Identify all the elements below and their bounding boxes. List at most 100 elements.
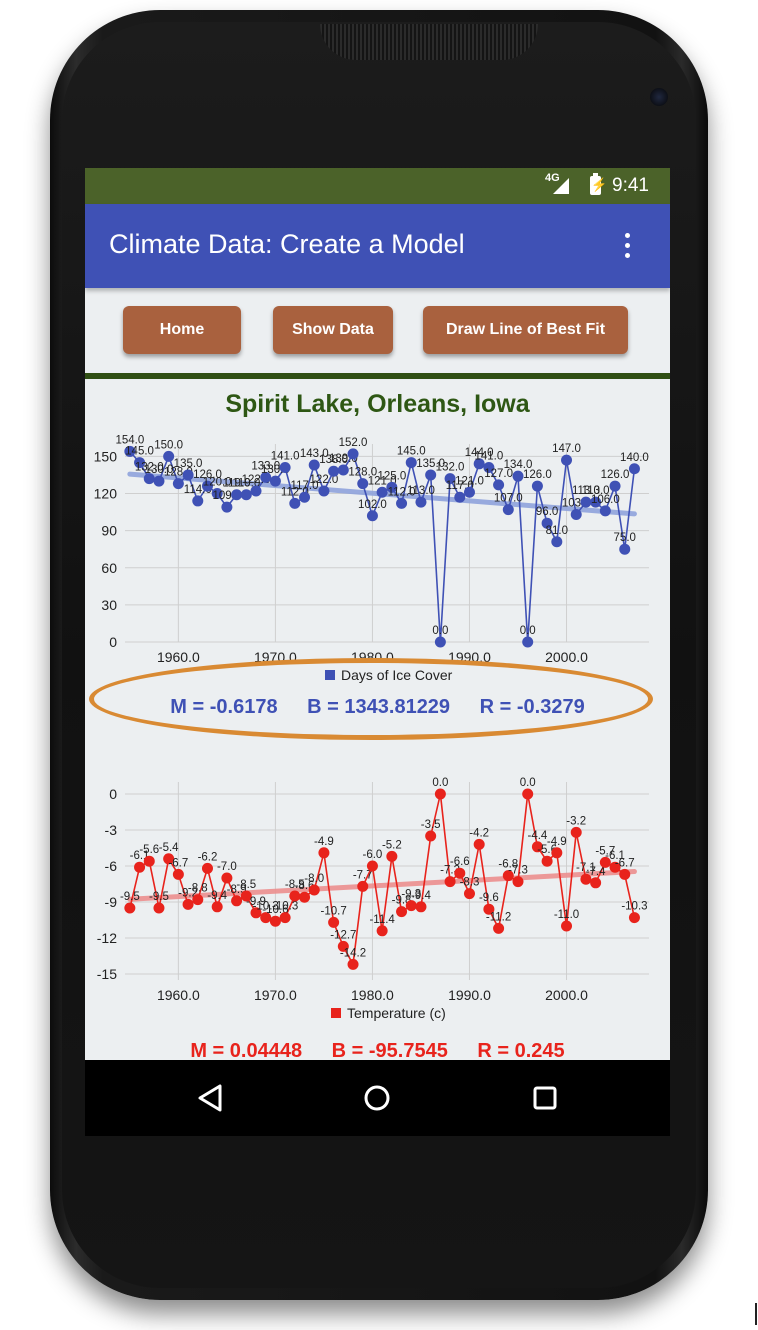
ice-data-point <box>269 475 281 487</box>
temp-x-tick-label: 1990.0 <box>448 987 491 1003</box>
ice-data-point <box>444 473 456 485</box>
temp-data-label: -10.3 <box>621 901 647 913</box>
ice-data-label: 145.0 <box>397 446 426 458</box>
ice-data-point <box>347 448 359 460</box>
temp-x-tick-label: 1960.0 <box>157 987 200 1003</box>
ice-data-label: 75.0 <box>614 532 636 544</box>
ice-data-point <box>580 496 592 508</box>
ice-y-tick-label: 60 <box>101 560 117 576</box>
navigation-bar <box>85 1060 670 1136</box>
ice-data-label: 133.0 <box>251 460 280 472</box>
home-circle-icon[interactable] <box>357 1078 397 1118</box>
ice-data-point <box>231 489 243 501</box>
temp-data-point <box>405 900 417 912</box>
ice-data-label: 135.0 <box>416 458 445 470</box>
temp-data-point <box>570 826 582 838</box>
ice-data-label: 125.0 <box>377 470 406 482</box>
temp-data-label: -5.2 <box>382 839 402 851</box>
temp-data-point <box>386 850 398 862</box>
ice-data-label: 134.0 <box>504 459 533 471</box>
temp-data-label: 0.0 <box>432 777 448 789</box>
recents-icon[interactable] <box>525 1078 565 1118</box>
ice-data-label: 117.0 <box>291 480 319 492</box>
temp-data-label: -7.1 <box>576 862 596 874</box>
ice-data-point <box>376 486 388 498</box>
temp-data-label: -10.3 <box>253 901 279 913</box>
temp-data-label: -4.2 <box>469 827 489 839</box>
ice-data-point <box>619 543 631 555</box>
ice-data-label: 140.0 <box>620 452 649 464</box>
temp-data-label: -8.5 <box>236 879 256 891</box>
temp-data-label: -6.2 <box>198 851 218 863</box>
temp-legend-swatch <box>331 1008 341 1018</box>
temp-data-label: -7.0 <box>217 861 237 873</box>
ice-y-tick-label: 150 <box>94 448 118 464</box>
temp-data-label: -5.7 <box>595 845 615 857</box>
ice-data-label: 126.0 <box>601 469 630 481</box>
ice-data-label: 145.0 <box>125 446 154 458</box>
ice-data-label: 141.0 <box>271 451 300 463</box>
status-time: 9:41 <box>612 175 649 196</box>
ice-data-label: 130.0 <box>145 464 174 476</box>
temp-data-point <box>561 920 573 932</box>
ice-data-point <box>143 473 155 485</box>
ice-data-point <box>609 480 621 492</box>
ice-data-label: 144.0 <box>465 447 494 459</box>
temp-data-label: -12.7 <box>330 929 356 941</box>
temp-data-label: -9.4 <box>411 890 431 902</box>
temp-data-point <box>143 855 155 867</box>
temp-data-label: -3.5 <box>421 819 441 831</box>
temp-data-point <box>337 940 349 952</box>
ice-data-point <box>570 509 582 521</box>
ice-data-point <box>454 491 466 503</box>
temp-data-label: -8.0 <box>304 873 324 885</box>
ice-y-tick-label: 120 <box>94 486 118 502</box>
ice-data-label: 132.0 <box>135 462 164 474</box>
temp-data-point <box>366 860 378 872</box>
temp-data-label: -6.8 <box>498 859 518 871</box>
temp-data-point <box>192 894 204 906</box>
ice-data-point <box>260 471 272 483</box>
temp-y-tick-label: -15 <box>97 966 117 982</box>
temp-data-label: -6.1 <box>605 850 625 862</box>
ice-data-point <box>483 462 495 474</box>
ice-data-point <box>134 457 146 469</box>
back-icon[interactable] <box>190 1078 230 1118</box>
temp-data-point <box>289 890 301 902</box>
temp-data-label: -4.9 <box>547 836 567 848</box>
temperature-chart: -15 -12 -9 -6 -3 0 1960.0 1970.0 1980.0 1990.0 200… <box>97 777 649 1021</box>
temp-data-point <box>473 838 485 850</box>
temp-data-label: -6.0 <box>363 849 383 861</box>
ice-data-point <box>561 454 573 466</box>
temp-data-point <box>260 912 272 924</box>
temp-data-point <box>454 867 466 879</box>
temp-data-label: -8.5 <box>285 879 305 891</box>
ice-y-tick-label: 0 <box>109 634 117 650</box>
app-bar: Climate Data: Create a Model <box>85 204 670 288</box>
temp-data-point <box>163 853 175 865</box>
draw-best-fit-button[interactable]: Draw Line of Best Fit <box>423 306 628 354</box>
ice-data-point <box>250 485 262 497</box>
ice-data-point <box>172 478 184 490</box>
temp-series-line <box>129 793 636 967</box>
temp-data-point <box>493 922 505 934</box>
ice-data-point <box>386 481 398 493</box>
show-data-button[interactable]: Show Data <box>273 306 393 354</box>
ice-data-point <box>541 517 553 529</box>
overflow-menu-icon[interactable] <box>625 233 631 259</box>
temp-y-tick-label: -9 <box>105 894 118 910</box>
temp-data-label: -6.7 <box>168 857 188 869</box>
ice-data-point <box>473 458 485 470</box>
home-button[interactable]: Home <box>123 306 241 354</box>
phone-screen: 4G ⚡ 9:41 Climate Data: Create a Model H… <box>85 168 670 1136</box>
ice-y-tick-label: 90 <box>101 523 117 539</box>
temp-data-point <box>512 876 524 888</box>
ice-data-label: 107.0 <box>494 493 523 505</box>
temp-data-point <box>328 916 340 928</box>
temp-data-point <box>425 830 437 842</box>
ice-data-point <box>522 636 534 648</box>
ice-data-point <box>425 469 437 481</box>
ice-data-point <box>366 510 378 522</box>
ice-data-point <box>279 462 291 474</box>
speaker-grille <box>320 24 538 60</box>
